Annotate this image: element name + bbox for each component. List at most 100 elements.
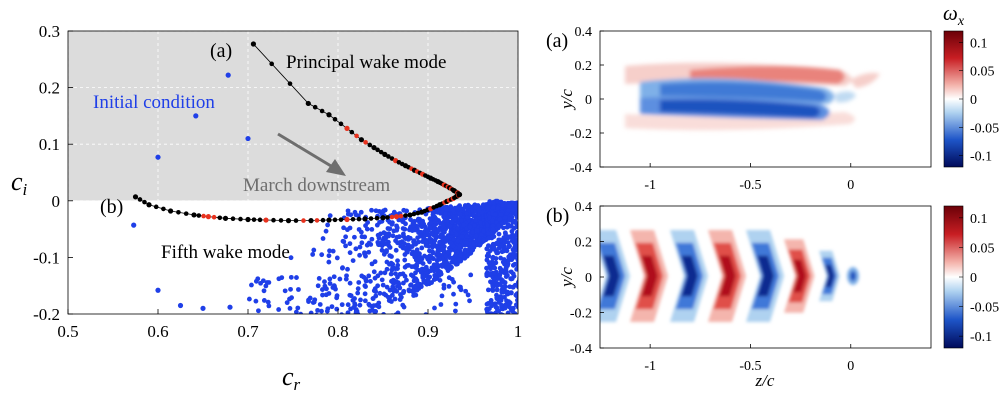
spectrum-point	[487, 215, 492, 221]
colorbar-tick-label: 0.1	[970, 212, 988, 227]
spectrum-point	[347, 241, 353, 247]
spectrum-point	[503, 219, 509, 224]
label-b-spectrum: (b)	[100, 196, 123, 218]
spectrum-point	[424, 229, 430, 235]
vortex-lobe	[792, 259, 807, 293]
spectrum-point	[437, 239, 442, 245]
principal-mode-point	[363, 140, 368, 145]
spectrum-point	[499, 277, 505, 283]
spectrum-point	[519, 255, 524, 260]
principal-mode-point	[319, 108, 325, 114]
spectrum-point	[487, 262, 493, 268]
y-tick-label: -0.1	[33, 248, 60, 267]
spectrum-point	[355, 286, 361, 292]
fifth-mode-point	[238, 216, 243, 222]
spectrum-point	[395, 258, 400, 264]
y-tick-label: -0.4	[570, 342, 592, 357]
spectrum-point	[519, 311, 524, 316]
spectrum-point	[428, 254, 434, 260]
spectrum-point	[401, 290, 406, 296]
spectrum-point	[365, 220, 371, 225]
spectrum-point	[444, 215, 450, 220]
spectrum-point	[371, 303, 377, 308]
spectrum-point	[489, 300, 494, 306]
spectrum-point	[519, 266, 524, 271]
spectrum-point	[296, 287, 301, 292]
spectrum-point	[446, 283, 452, 289]
colorbar-title: ωx	[943, 1, 965, 29]
initial-condition-point	[245, 135, 251, 142]
principal-mode-point	[382, 151, 388, 157]
spectrum-point	[499, 267, 504, 273]
vortex-lobe	[825, 264, 835, 288]
principal-mode-point	[367, 142, 373, 148]
spectrum-point	[372, 259, 378, 265]
spectrum-point	[505, 310, 511, 314]
march-arrow	[277, 132, 346, 176]
spectrum-point	[391, 228, 397, 234]
spectrum-point	[507, 216, 512, 222]
spectrum-point	[497, 237, 503, 243]
spectrum-point	[338, 313, 340, 314]
unstable-region	[68, 31, 518, 201]
spectrum-point	[454, 249, 460, 255]
spectrum-point	[519, 265, 524, 270]
spectrum-point	[434, 267, 439, 273]
spectrum-point	[421, 273, 427, 279]
spectrum-point	[260, 278, 266, 284]
spectrum-point	[306, 297, 311, 303]
fifth-mode-point	[393, 214, 400, 220]
x-tick-label: -0.5	[739, 359, 761, 374]
spectrum-point	[514, 210, 518, 216]
spectrum-point	[432, 219, 438, 225]
spectrum-point	[288, 255, 294, 261]
panel-b-y-label: y/c	[557, 267, 576, 289]
spectrum-point	[490, 255, 496, 261]
spectrum-point	[265, 299, 271, 305]
spectrum-point	[481, 228, 486, 234]
spectrum-point	[520, 238, 525, 243]
spectrum-point	[428, 239, 434, 245]
spectrum-point	[389, 254, 394, 259]
fifth-mode-point	[380, 215, 386, 221]
spectrum-point	[427, 224, 433, 230]
spectrum-point	[249, 282, 254, 288]
vorticity-panel-a: (a) 0.4 0.2 0 -0.2 -0.4 -1 -0.5 0 y/c 0.1 0.05 0 -…	[546, 1, 999, 193]
fifth-mode-point	[338, 217, 344, 222]
panel-b-x-label: z/c	[755, 371, 775, 390]
fifth-mode-point	[271, 217, 276, 223]
initial-condition-point	[225, 72, 231, 78]
spectrum-point	[509, 276, 515, 282]
spectrum-point	[392, 287, 398, 293]
spectrum-point	[443, 253, 449, 259]
spectrum-point	[351, 305, 357, 310]
spectrum-point	[322, 283, 328, 289]
spectrum-point	[319, 308, 324, 314]
spectrum-point	[340, 238, 346, 244]
spectrum-point	[358, 297, 363, 303]
spectrum-point	[329, 304, 335, 310]
spectrum-point	[387, 287, 393, 293]
spectrum-point	[364, 226, 370, 232]
spectrum-point	[362, 298, 368, 304]
spectrum-point	[397, 271, 403, 277]
spectrum-point	[288, 286, 293, 292]
x-tick-label: 0.7	[237, 322, 259, 341]
spectrum-point	[450, 208, 456, 213]
spectrum-point	[387, 219, 392, 225]
spectrum-point	[427, 259, 432, 265]
spectrum-point	[371, 269, 377, 275]
vorticity-panel-b: (b) 0.40.20-0.2-0.4-1 -0.5 0 y/c z/c 0.10.…	[546, 200, 999, 390]
spectrum-point	[384, 248, 389, 253]
spectrum-point	[424, 254, 430, 260]
colorbar-tick-label: -0.05	[970, 301, 999, 316]
spectrum-point	[377, 219, 382, 225]
x-tick-label: 0	[847, 359, 854, 374]
spectrum-point	[495, 250, 501, 256]
spectrum-point	[357, 302, 363, 308]
spectrum-point	[519, 252, 524, 257]
spectrum-point	[261, 288, 267, 294]
spectrum-point	[408, 217, 413, 223]
spectrum-point	[515, 297, 518, 303]
spectrum-point	[394, 234, 400, 240]
